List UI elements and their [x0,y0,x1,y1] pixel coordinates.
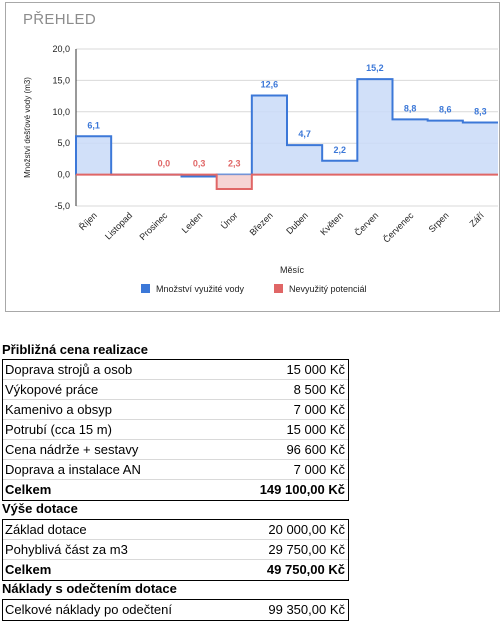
total-value: 149 100,00 Kč [259,482,345,497]
x-tick-label: Květen [318,210,345,237]
row-label: Pohyblivá část za m3 [5,542,128,557]
row-label: Výkopové práce [5,382,99,397]
y-tick-label: -5,0 [54,201,70,211]
subsidy-table: Základ dotace 20 000,00 Kč Pohyblivá část… [2,519,349,581]
point-label: 12,6 [261,79,279,89]
point-label: 15,2 [366,63,384,73]
x-tick-label: Září [467,210,486,229]
x-tick-label: Červenec [381,210,416,245]
row-value: 7 000 Kč [293,402,345,417]
price-section-title: Přibližná cena realizace [2,342,148,357]
x-tick-label: Leden [180,210,205,235]
table-row: Potrubí (cca 15 m) 15 000 Kč [3,420,348,440]
total-value: 49 750,00 Kč [266,562,345,577]
table-row: Celkové náklady po odečtení 99 350,00 Kč [3,600,348,620]
row-value: 7 000 Kč [293,462,345,477]
row-value: 29 750,00 Kč [268,542,345,557]
point-label: 8,3 [474,106,487,116]
table-row: Kamenivo a obsyp 7 000 Kč [3,400,348,420]
x-tick-label: Únor [219,210,240,231]
table-row: Výkopové práce 8 500 Kč [3,380,348,400]
row-value: 15 000 Kč [286,422,345,437]
x-tick-label: Srpen [427,210,451,234]
y-tick-label: 20,0 [52,44,70,54]
x-tick-label: Červen [353,210,381,238]
row-label: Cena nádrže + sestavy [5,442,139,457]
row-value: 20 000,00 Kč [268,522,345,537]
total-row: Celkem 149 100,00 Kč [3,480,348,500]
x-tick-label: Duben [284,210,310,236]
net-table: Celkové náklady po odečtení 99 350,00 Kč [2,599,349,621]
point-label: 8,6 [439,105,452,115]
x-tick-label: Říjen [77,210,99,232]
table-row: Základ dotace 20 000,00 Kč [3,520,348,540]
row-value: 96 600 Kč [286,442,345,457]
legend-swatch-0 [141,284,150,293]
row-value: 15 000 Kč [286,362,345,377]
table-row: Cena nádrže + sestavy 96 600 Kč [3,440,348,460]
row-value: 8 500 Kč [293,382,345,397]
net-section-title: Náklady s odečtením dotace [2,581,177,596]
point-label: 2,3 [228,159,241,169]
total-label: Celkem [5,562,52,577]
table-row: Doprava a instalace AN 7 000 Kč [3,460,348,480]
point-label: 2,2 [333,145,346,155]
row-label: Doprava a instalace AN [5,462,141,477]
y-tick-label: 15,0 [52,75,70,85]
x-tick-label: Listopad [103,210,134,241]
x-tick-label: Prosinec [138,210,170,242]
legend-label-1: Nevyužitý potenciál [289,284,367,294]
row-value: 99 350,00 Kč [268,602,345,617]
total-row: Celkem 49 750,00 Kč [3,560,348,580]
legend-swatch-1 [274,284,283,293]
point-label: 4,7 [298,129,311,139]
row-label: Kamenivo a obsyp [5,402,112,417]
point-label: 6,1 [87,120,100,130]
row-label: Základ dotace [5,522,87,537]
y-axis-label: Množství dešťové vody (m3) [23,77,32,178]
chart-svg: 20,0 15,0 10,0 5,0 0,0 -5,0 6,1 0,0 0,3 2,3 12,6 4,… [23,44,498,294]
y-tick-label: 0,0 [57,170,70,180]
chart-title: PŘEHLED [23,11,96,28]
point-label: 8,8 [404,103,417,113]
x-tick-label: Březen [248,210,275,237]
row-label: Celkové náklady po odečtení [5,602,172,617]
point-label: 0,3 [193,159,206,169]
legend-label-0: Množství využité vody [156,284,245,294]
table-row: Pohyblivá část za m3 29 750,00 Kč [3,540,348,560]
y-tick-label: 5,0 [57,138,70,148]
series-line-1 [76,173,498,191]
y-tick-label: 10,0 [52,107,70,117]
point-label: 0,0 [158,159,171,169]
x-axis-label: Měsíc [280,265,305,275]
price-table: Doprava strojů a osob 15 000 Kč Výkopové … [2,359,349,501]
series-area-1 [76,174,498,190]
total-label: Celkem [5,482,52,497]
chart-panel: PŘEHLED 20,0 15,0 10,0 5,0 0,0 -5,0 6,1 0,0 0,3 2… [5,2,500,312]
row-label: Doprava strojů a osob [5,362,133,377]
table-row: Doprava strojů a osob 15 000 Kč [3,360,348,380]
row-label: Potrubí (cca 15 m) [5,422,112,437]
subsidy-section-title: Výše dotace [2,501,78,516]
